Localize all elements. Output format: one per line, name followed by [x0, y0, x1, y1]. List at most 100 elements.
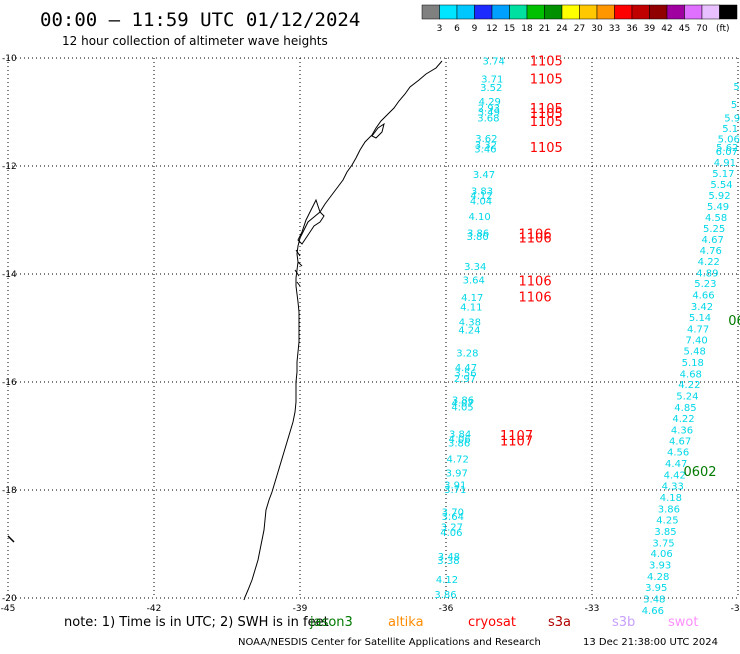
swh-value-label: 3.64 — [463, 275, 485, 286]
swh-value-label: 3.97 — [446, 469, 468, 480]
colorbar-swatch — [439, 4, 458, 20]
swh-value-label: 4.29 — [479, 97, 501, 108]
swh-value-label: 4.11 — [460, 302, 482, 313]
footer-credit: NOAA/NESDIS Center for Satellite Applica… — [238, 637, 541, 648]
swh-value-label: 4.12 — [470, 191, 492, 202]
swh-value-label: 4.66 — [692, 291, 714, 302]
swh-value-label: 3.49 — [478, 107, 500, 118]
swh-value-label: 3.38 — [437, 556, 459, 567]
offshore-marker — [7, 535, 15, 543]
colorbar-tick-label: 15 — [504, 24, 515, 34]
swh-value-label: 6.07 — [716, 147, 738, 158]
bay-inlet-north — [371, 122, 385, 139]
pass-time-label: 1105 — [530, 115, 563, 130]
legend-swot: swot — [668, 615, 698, 630]
lat-tick-label: -18 — [2, 486, 17, 496]
legend: note: 1) Time is in UTC; 2) SWH is in fe… — [64, 615, 698, 630]
swh-value-label: 4.58 — [705, 213, 727, 224]
lat-tick-label: -14 — [2, 270, 17, 280]
swh-value-label: 4.67 — [702, 235, 724, 246]
colorbar-tick-label: 33 — [609, 24, 620, 34]
legend-s3a: s3a — [548, 615, 571, 630]
swh-value-label: 4.47 — [455, 363, 477, 374]
colorbar-swatch — [491, 4, 510, 20]
colorbar-swatch — [701, 4, 720, 20]
pass-time-label: 1105 — [530, 107, 563, 122]
swh-value-label: 3.46 — [474, 145, 496, 156]
colorbar-swatch — [614, 4, 633, 20]
swh-value-label: 3.48 — [643, 595, 665, 606]
swh-value-label: 3.83 — [471, 186, 493, 197]
swh-value-label: 4.06 — [440, 528, 462, 539]
colorbar-swatch — [684, 4, 703, 20]
lon-tick-label: -33 — [585, 604, 600, 614]
pass-time-label: 1105 — [530, 55, 563, 70]
swh-value-label: 5.17 — [712, 169, 734, 180]
coastline — [243, 60, 443, 601]
colorbar-swatch — [666, 4, 685, 20]
swh-value-label: 4.36 — [671, 426, 693, 437]
colorbar-swatch — [579, 4, 598, 20]
colorbar-tick-label: 21 — [539, 24, 550, 34]
swh-value-label: 5.62 — [716, 143, 738, 154]
colorbar-tick-label: 39 — [644, 24, 656, 34]
lat-tick-label: -10 — [2, 54, 17, 64]
colorbar-tick-label: 42 — [661, 24, 672, 34]
swh-value-label: 4.12 — [436, 575, 458, 586]
lon-tick-label: -45 — [1, 604, 16, 614]
swh-value-label: 3.80 — [467, 232, 489, 243]
swh-value-label: 5.25 — [703, 224, 725, 235]
colorbar-swatch — [596, 4, 615, 20]
swh-value-label: 3.71 — [444, 485, 466, 496]
swh-value-label: 2.97 — [454, 374, 476, 385]
pass-time-label: 1107 — [500, 429, 533, 444]
lon-tick-label: -30 — [731, 604, 740, 614]
legend-s3b: s3b — [612, 615, 635, 630]
footer-timestamp: 13 Dec 21:38:00 UTC 2024 — [583, 637, 718, 648]
colorbar-tick-label: 30 — [591, 24, 603, 34]
swh-value-label: 4.72 — [447, 455, 469, 466]
colorbar-tick-label: 3 — [437, 24, 443, 34]
pass-time-label: 1106 — [519, 274, 552, 289]
swh-value-label: 3.84 — [449, 429, 471, 440]
swh-value-label: 5.24 — [676, 392, 698, 403]
swh-value-label: 3.47 — [473, 170, 495, 181]
swh-value-label: 4.28 — [647, 572, 669, 583]
swh-value-label: 4.25 — [656, 516, 678, 527]
colorbar-swatch — [474, 4, 493, 20]
swh-value-label: 4.56 — [667, 448, 689, 459]
swh-value-label: 4.77 — [687, 325, 709, 336]
bay-inlet — [297, 198, 325, 245]
wave-height-colorbar: 3 6 9 12 15 18 21 24 27 30 33 36 39 42 45 70 — [421, 4, 738, 34]
lat-tick-label: -20 — [2, 594, 17, 604]
legend-cryosat: cryosat — [468, 615, 516, 630]
swh-value-label: 5.9 — [724, 113, 740, 124]
swh-value-label: 5.49 — [707, 202, 729, 213]
swh-value-label: 5 — [733, 82, 739, 93]
swh-value-label: 3.75 — [652, 538, 674, 549]
swh-value-label: 3.34 — [464, 262, 486, 273]
colorbar-tick-label: 6 — [454, 24, 460, 34]
lat-tick-label: -16 — [2, 378, 17, 388]
swh-value-label: 5 — [731, 100, 737, 111]
pass-time-label: 1105 — [530, 73, 563, 88]
colorbar-tick-label: 45 — [679, 24, 690, 34]
swh-value-label: 5.54 — [710, 180, 732, 191]
swh-value-label: 3.32 — [475, 140, 497, 151]
colorbar-tick-label: 70 — [696, 24, 708, 34]
colorbar-swatch — [421, 4, 440, 20]
colorbar-unit: (ft) — [716, 24, 730, 34]
altimeter-tracks: 3.743.713.524.292.933.493.683.623.323.46… — [434, 57, 740, 617]
swh-value-label: 5.48 — [684, 347, 706, 358]
colorbar-swatch — [526, 4, 545, 20]
swh-value-label: 4.10 — [468, 212, 490, 223]
swh-value-label: 3.86 — [467, 228, 489, 239]
swh-value-label: 3.62 — [475, 134, 497, 145]
colorbar-swatch — [509, 4, 528, 20]
swh-value-label: 5.1 — [722, 124, 738, 135]
swh-value-label: 4.22 — [678, 380, 700, 391]
colorbar-swatch — [544, 4, 563, 20]
lat-tick-label: -12 — [2, 162, 17, 172]
swh-value-label: 4.76 — [700, 246, 722, 257]
legend-jason3: jason3 — [309, 615, 353, 630]
